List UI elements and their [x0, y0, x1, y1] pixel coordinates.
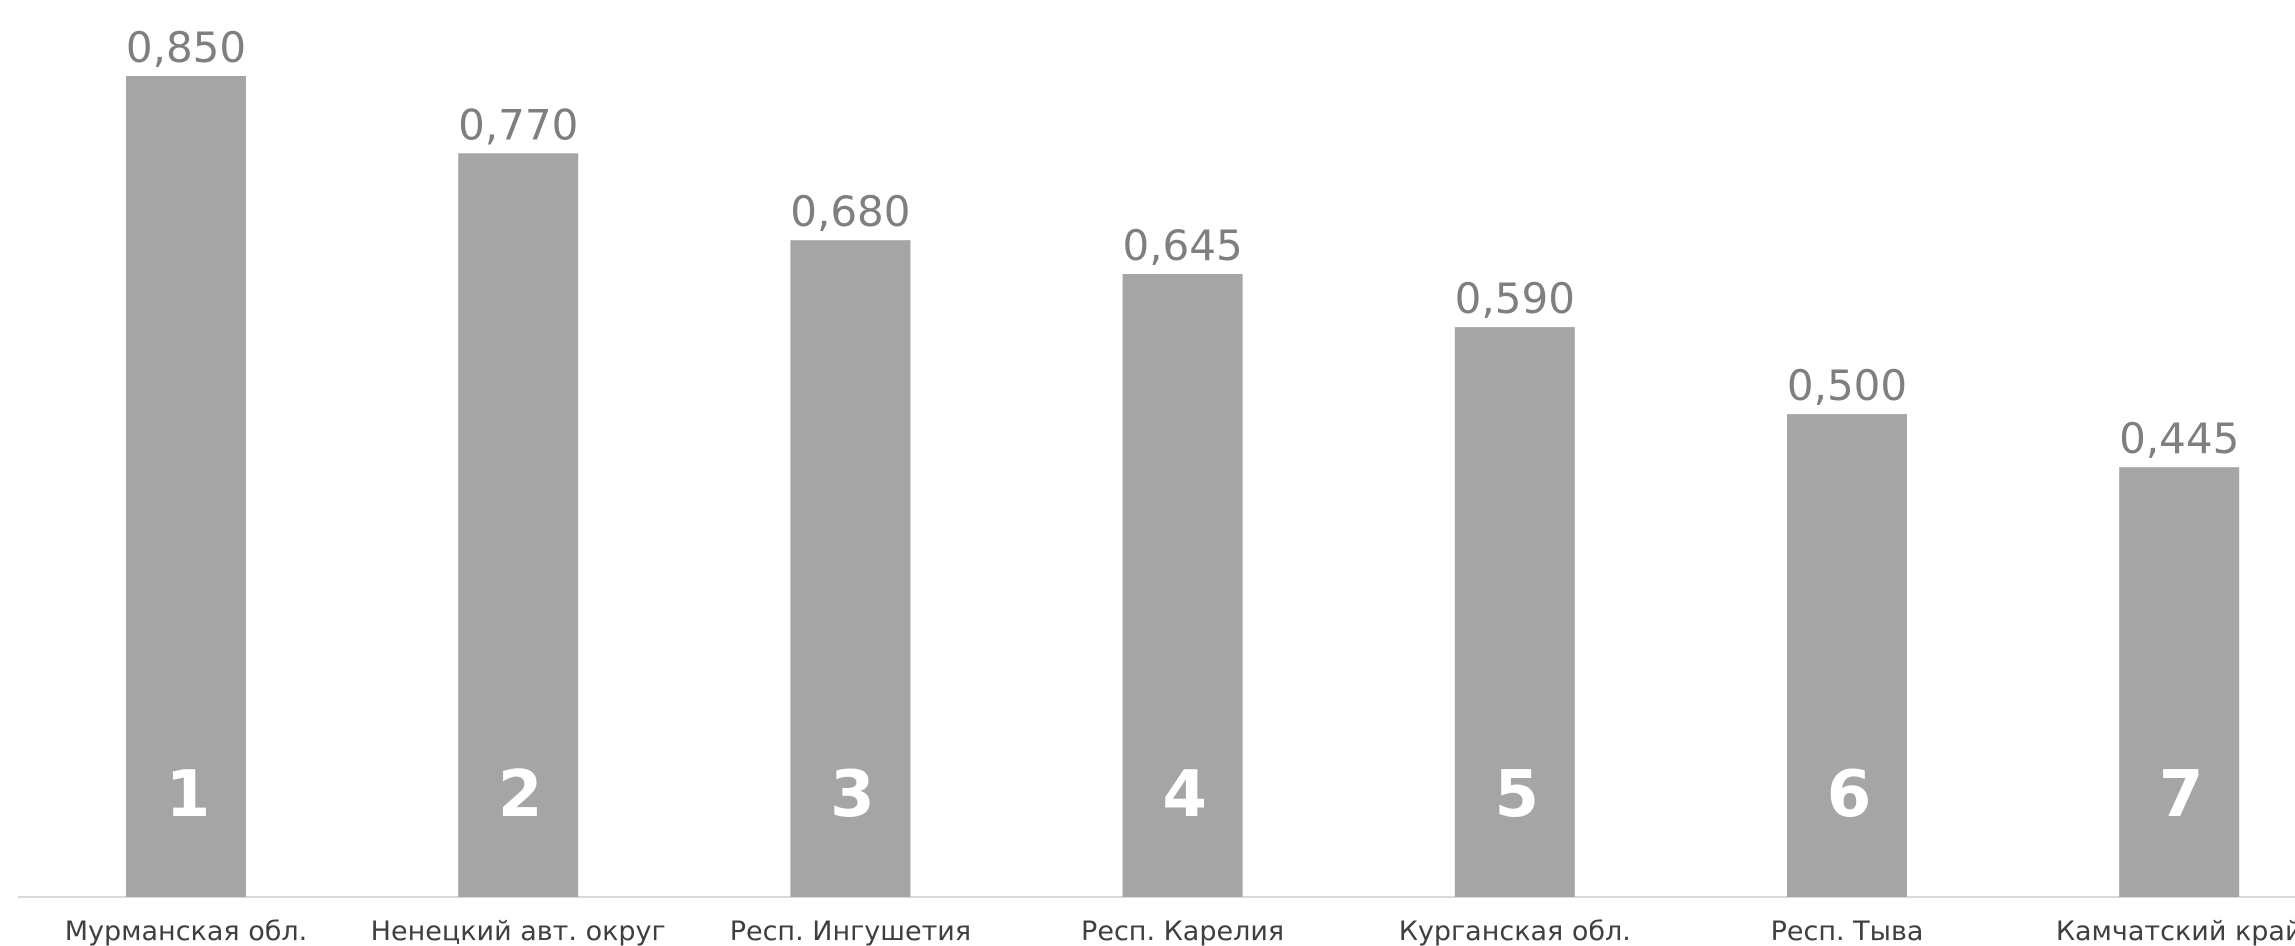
- bar-rank-label: 3: [830, 758, 875, 832]
- bars-group: 0,850 1 Мурманская обл. 0,770 2 Ненецкий авт.…: [65, 23, 2295, 946]
- bar-rank-label: 4: [1162, 758, 1207, 832]
- bar: [458, 153, 579, 898]
- bar: [790, 240, 911, 897]
- category-label: Ненецкий авт. округ: [371, 916, 666, 946]
- category-label: Респ. Ингушетия: [730, 916, 971, 946]
- category-label: Респ. Карелия: [1081, 916, 1284, 946]
- bar-value-label: 0,500: [1787, 361, 1907, 410]
- bar: [1122, 274, 1243, 897]
- category-label: Курганская обл.: [1399, 916, 1631, 946]
- bar: [2119, 467, 2240, 897]
- bar-value-label: 0,645: [1122, 221, 1242, 270]
- bar-value-label: 0,850: [126, 23, 246, 72]
- category-label: Мурманская обл.: [65, 916, 308, 946]
- bar: [126, 76, 246, 897]
- bar-value-label: 0,445: [2119, 414, 2239, 463]
- bar-rank-label: 1: [166, 758, 211, 832]
- bar: [1787, 414, 1907, 897]
- category-label: Камчатский край: [2056, 916, 2295, 946]
- bar-rank-label: 7: [2159, 758, 2204, 832]
- bar-rank-label: 2: [498, 758, 543, 832]
- bar-value-label: 0,770: [458, 100, 578, 149]
- bar-rank-label: 6: [1827, 758, 1872, 832]
- bar-value-label: 0,590: [1455, 274, 1575, 323]
- bar-value-label: 0,680: [790, 187, 910, 236]
- category-label: Респ. Тыва: [1771, 916, 1924, 946]
- bar: [1454, 327, 1575, 898]
- bar-rank-label: 5: [1495, 758, 1540, 832]
